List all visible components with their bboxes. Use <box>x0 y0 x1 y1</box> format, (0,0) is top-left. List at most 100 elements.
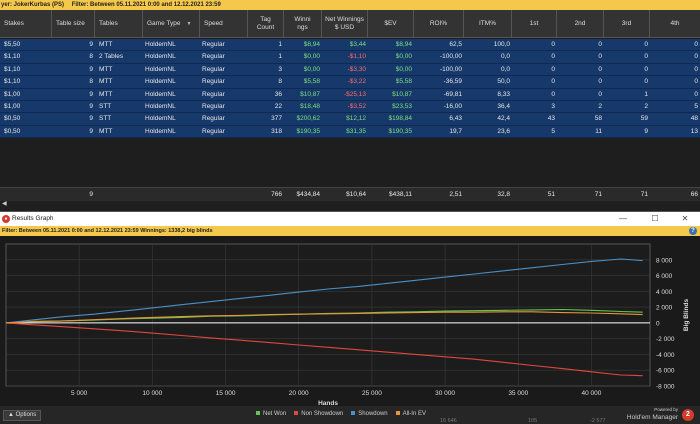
cell-itm: 0,0 <box>500 53 510 61</box>
col-header-roi[interactable]: ROI% <box>414 10 464 38</box>
col-header-ev[interactable]: $EV <box>368 10 414 38</box>
brand-name: Hold'em Manager <box>626 414 678 421</box>
total-2nd: 71 <box>594 191 602 198</box>
cell-net-winnings: $12,12 <box>346 115 366 123</box>
cell-roi: -100,00 <box>439 53 462 61</box>
total-stakes <box>4 189 54 201</box>
cell-speed: Regular <box>202 53 225 61</box>
table-row[interactable]: $1,10 8 MTT HoldemNL Regular 8 $5,58 -$3,22 $5,5… <box>0 76 700 89</box>
cell-table-size: 8 <box>89 53 93 61</box>
graph-bottom-bar: ▲ Options Net Won Non Showdown Showdown All… <box>0 406 700 424</box>
options-button[interactable]: ▲ Options <box>3 410 42 421</box>
cell-ev: $8,94 <box>395 41 412 48</box>
y-tick-label: 6 000 <box>656 273 673 280</box>
cell-2nd: 0 <box>598 78 602 86</box>
cell-winnings: $18,48 <box>300 102 320 110</box>
results-chart: 8 000 6 000 4 000 2 000 0 -2 000 -4 000 -6 000 -… <box>5 243 690 406</box>
col-header-2nd[interactable]: 2nd <box>557 10 604 38</box>
sort-arrow-icon: ▼ <box>186 21 192 27</box>
total-tables <box>99 189 143 201</box>
table-row[interactable]: $1,10 8 2 Tables HoldemNL Regular 1 $0,00 -$1,1… <box>0 51 700 64</box>
table-header: Stakes Table size Tables Game Type ▼ Spee… <box>0 10 700 38</box>
graph-titlebar: ● Results Graph — ☐ ✕ <box>0 212 700 226</box>
table-row[interactable]: $1,10 9 MTT HoldemNL Regular 3 $0,00 -$3,30 $0,0… <box>0 63 700 77</box>
col-header-3rd[interactable]: 3rd <box>604 10 650 38</box>
cell-tag-count: 318 <box>271 127 282 135</box>
y-tick-label: -4 000 <box>656 352 675 359</box>
maximize-icon[interactable]: ☐ <box>651 214 659 223</box>
cell-3rd: 59 <box>640 115 648 123</box>
cell-table-size: 9 <box>89 127 93 135</box>
graph-window-title: Results Graph <box>12 215 54 222</box>
col-header-table-size[interactable]: Table size <box>52 10 95 38</box>
col-header-tables[interactable]: Tables <box>95 10 143 38</box>
cell-itm: 100,0 <box>493 41 510 48</box>
cell-game-type: HoldemNL <box>145 78 176 86</box>
x-tick-label: 20 000 <box>289 390 309 397</box>
cell-tag-count: 36 <box>274 90 282 98</box>
cell-table-size: 9 <box>89 115 93 123</box>
col-header-game-type[interactable]: Game Type ▼ <box>143 10 200 38</box>
legend-item[interactable]: Non Showdown <box>294 411 343 417</box>
cell-roi: -36,59 <box>443 78 462 86</box>
cell-game-type: HoldemNL <box>145 102 176 110</box>
cell-speed: Regular <box>202 90 225 98</box>
y-tick-label: 0 <box>656 320 660 327</box>
total-net-winnings: $10,64 <box>346 191 366 198</box>
col-header-1st[interactable]: 1st <box>512 10 557 38</box>
cell-table-size: 9 <box>89 41 93 48</box>
total-game-type <box>145 189 200 201</box>
app-logo-icon: ● <box>2 215 10 223</box>
scroll-left-icon[interactable]: ◀ <box>2 201 7 207</box>
x-tick-label: 35 000 <box>508 390 528 397</box>
minimize-icon[interactable]: — <box>619 214 627 223</box>
legend-swatch <box>351 411 356 416</box>
cell-ev: $10,87 <box>392 90 412 98</box>
cell-tag-count: 22 <box>274 102 282 110</box>
filter-label: Filter: Between 05.11.2021 0:00 and 12.1… <box>71 2 221 8</box>
cell-1st: 5 <box>551 127 555 135</box>
cell-1st: 0 <box>551 41 555 48</box>
col-header-stakes[interactable]: Stakes <box>0 10 52 38</box>
cell-4th: 0 <box>694 53 698 61</box>
col-header-net-winnings[interactable]: Net Winnings $ USD <box>322 10 368 38</box>
cell-3rd: 9 <box>644 127 648 135</box>
close-icon[interactable]: ✕ <box>681 214 689 223</box>
table-row[interactable]: $1,00 9 MTT HoldemNL Regular 36 $10,87 -$25,13 $… <box>0 88 700 101</box>
cell-roi: 62,5 <box>449 41 462 48</box>
cell-1st: 0 <box>551 53 555 61</box>
total-tag-count: 766 <box>271 191 282 198</box>
cell-itm: 50,0 <box>497 78 510 86</box>
cell-tables: MTT <box>99 90 113 98</box>
cell-game-type: HoldemNL <box>145 90 176 98</box>
help-icon[interactable]: ? <box>689 227 697 235</box>
col-header-itm[interactable]: ITM% <box>464 10 512 38</box>
col-header-4th[interactable]: 4th <box>670 20 680 27</box>
cell-stakes: $1,10 <box>4 53 21 61</box>
legend-swatch <box>256 411 260 416</box>
col-header-winnings[interactable]: Winni ngs <box>284 10 322 38</box>
cell-stakes: $1,10 <box>4 65 21 73</box>
series-line-showdown <box>5 258 643 324</box>
col-header-tag-count[interactable]: Tag Count <box>248 10 284 38</box>
cell-2nd: 58 <box>594 115 602 123</box>
table-row[interactable]: $5,50 9 MTT HoldemNL Regular 1 $8,94 $3,44 $8,94… <box>0 39 700 52</box>
legend-item[interactable]: All-In EV <box>395 411 426 417</box>
cell-ev: $5,58 <box>395 78 412 86</box>
table-row[interactable]: $1,00 9 STT HoldemNL Regular 22 $18,48 -$3,52 $2… <box>0 100 700 114</box>
x-tick-label: 10 000 <box>142 390 162 397</box>
cell-game-type: HoldemNL <box>145 41 176 48</box>
table-row[interactable]: $0,50 9 MTT HoldemNL Regular 318 $190,35 $31,35… <box>0 125 700 139</box>
powered-by: Powered by Hold'em Manager <box>626 407 678 421</box>
cell-4th: 0 <box>694 65 698 73</box>
col-header-speed[interactable]: Speed <box>200 10 248 38</box>
table-totals-row: 9 766 $434,84 $10,64 $438,11 2,51 32,8 51 71 71 66 <box>0 187 700 201</box>
cell-2nd: 2 <box>598 102 602 110</box>
legend-item[interactable]: Net Won <box>256 411 286 417</box>
cell-tables: STT <box>99 102 112 110</box>
legend-item[interactable]: Showdown <box>351 411 388 417</box>
hm-logo-icon: 2 <box>682 409 694 421</box>
table-row[interactable]: $0,50 9 STT HoldemNL Regular 377 $200,62 $12,12… <box>0 113 700 126</box>
x-axis-label: Hands <box>318 400 338 406</box>
series-line-non-showdown <box>5 322 643 377</box>
